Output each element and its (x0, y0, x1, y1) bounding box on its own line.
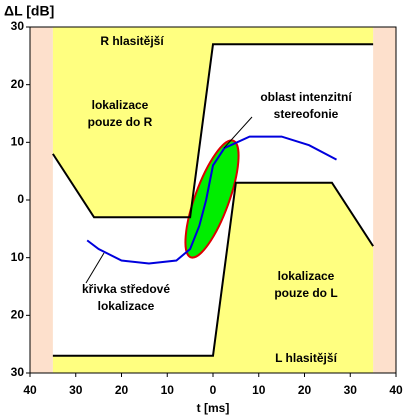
x-tick-label: 20 (298, 383, 312, 397)
series-line (52, 181, 374, 357)
y-tick-label: 30 (11, 365, 25, 379)
side-strip (30, 27, 53, 373)
x-tick-label: 40 (389, 383, 403, 397)
x-tick-label: 0 (210, 383, 217, 397)
region (52, 182, 374, 373)
annotation: L hlasitější (275, 351, 337, 365)
y-axis-label: ΔL [dB] (4, 3, 54, 19)
y-tick-label: 10 (11, 250, 25, 264)
y-tick-label: 0 (17, 192, 24, 206)
annotation: stereofonie (274, 107, 339, 121)
y-tick-label: 20 (11, 77, 25, 91)
y-tick-label: 10 (11, 135, 25, 149)
x-axis-label: t [ms] (197, 401, 230, 415)
annotation: křivka středové (82, 282, 170, 296)
annotation: oblast intenzitní (260, 90, 352, 104)
side-strip (373, 27, 396, 373)
region (52, 27, 374, 218)
annotation: pouze do L (274, 286, 337, 300)
series-line (86, 135, 337, 265)
x-tick-label: 40 (23, 383, 37, 397)
y-tick-label: 20 (11, 308, 25, 322)
x-tick-label: 10 (161, 383, 175, 397)
series-line (52, 43, 374, 219)
x-tick-label: 20 (115, 383, 129, 397)
annotation: R hlasitější (100, 34, 164, 48)
annotation: lokalizace (278, 269, 335, 283)
x-tick-label: 10 (252, 383, 266, 397)
x-tick-label: 30 (344, 383, 358, 397)
y-tick-label: 30 (11, 19, 25, 33)
annotation: lokalizace (92, 98, 149, 112)
pointer (85, 252, 105, 284)
pointer (223, 116, 253, 149)
annotation: lokalizace (98, 299, 155, 313)
x-tick-label: 30 (69, 383, 83, 397)
annotation: pouze do R (88, 115, 153, 129)
